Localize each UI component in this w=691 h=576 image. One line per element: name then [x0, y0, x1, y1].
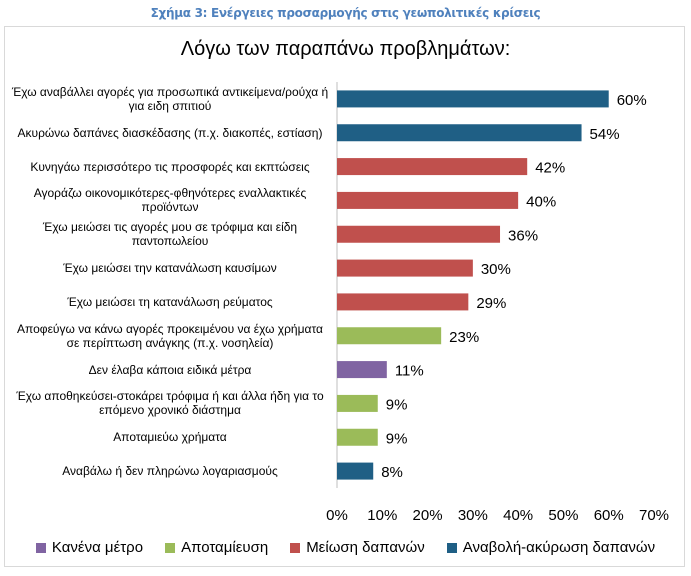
x-tick-label: 50%: [548, 507, 578, 524]
data-label: 9%: [386, 396, 408, 413]
category-label: Έχω μειώσει τη κατανάλωση ρεύματος: [67, 294, 273, 309]
data-label: 54%: [590, 126, 620, 143]
legend-label: Αναβολή-ακύρωση δαπανών: [462, 539, 656, 556]
legend-item: Αποταμίευση: [165, 539, 268, 556]
legend-label: Αποταμίευση: [181, 539, 269, 556]
legend-swatch: [35, 542, 46, 553]
x-tick-label: 40%: [503, 507, 533, 524]
category-label: Έχω μειώσει τις αγορές μου σε τρόφιμα κα…: [42, 220, 298, 249]
legend: Κανένα μέτρο Αποταμίευση Μείωση δαπανών Ανα…: [0, 539, 691, 556]
data-label: 42%: [535, 160, 565, 177]
x-tick-label: 10%: [367, 507, 397, 524]
x-tick-label: 60%: [594, 507, 624, 524]
bar: [337, 158, 528, 176]
category-label: Δεν έλαβα κάποια ειδικά μέτρα: [88, 362, 252, 377]
data-label: 23%: [449, 329, 479, 346]
data-label: 8%: [381, 464, 403, 481]
data-label: 11%: [395, 363, 424, 380]
legend-item: Αναβολή-ακύρωση δαπανών: [446, 539, 656, 556]
bar: [337, 191, 519, 209]
data-label: 9%: [386, 430, 408, 447]
legend-swatch: [290, 542, 301, 553]
chart-frame: [4, 26, 685, 567]
x-tick-label: 20%: [413, 507, 443, 524]
bar: [337, 90, 609, 108]
category-label: Κυνηγάω περισσότερο τις προσφορές και εκ…: [30, 159, 310, 174]
data-label: 30%: [481, 261, 511, 278]
legend-label: Μείωση δαπανών: [306, 539, 425, 556]
category-label: Αγοράζω οικονομικότερες-φθηνότερες εναλλ…: [33, 186, 307, 215]
x-tick-label: 0%: [326, 507, 348, 524]
data-label: 29%: [476, 295, 506, 312]
bar: [337, 361, 387, 379]
chart-title: Λόγω των παραπάνω προβλημάτων:: [180, 38, 511, 60]
bar: [337, 394, 378, 412]
category-label: Έχω αποθηκεύσει-στοκάρει τρόφιμα ή και ά…: [16, 389, 324, 418]
bar: [337, 428, 378, 446]
category-label: Έχω αναβάλλει αγορές για προσωπικά αντικ…: [11, 84, 329, 113]
category-label: Αναβάλω ή δεν πληρώνω λογαριασμούς: [62, 464, 278, 479]
bar: [337, 124, 582, 142]
x-tick-label: 70%: [639, 507, 669, 524]
legend-item: Κανένα μέτρο: [35, 539, 144, 556]
bar: [337, 225, 501, 243]
data-label: 40%: [526, 193, 556, 210]
bar: [337, 293, 469, 311]
bar: [337, 259, 473, 277]
category-label: Ακυρώνω δαπάνες διασκέδασης (π.χ. διακοπ…: [17, 125, 323, 140]
x-tick-label: 30%: [458, 507, 488, 524]
legend-label: Κανένα μέτρο: [51, 539, 144, 556]
bar: [337, 462, 374, 480]
data-label: 36%: [508, 227, 538, 244]
category-label: Αποταμιεύω χρήματα: [113, 430, 227, 445]
data-label: 60%: [617, 92, 647, 109]
category-label: Έχω μειώσει την κατανάλωση καυσίμων: [63, 261, 277, 276]
legend-swatch: [165, 542, 176, 553]
figure-caption: Σχήμα 3: Ενέργειες προσαρμογής στις γεωπ…: [150, 6, 541, 20]
category-label: Αποφεύγω να κάνω αγορές προκειμένου να έ…: [17, 321, 323, 350]
legend-item: Μείωση δαπανών: [290, 539, 425, 556]
legend-swatch: [446, 542, 457, 553]
bar: [337, 327, 442, 345]
